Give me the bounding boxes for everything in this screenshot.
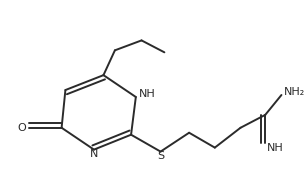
Text: O: O (17, 123, 26, 133)
Text: NH₂: NH₂ (284, 87, 306, 97)
Text: NH: NH (139, 89, 156, 99)
Text: S: S (157, 151, 164, 161)
Text: NH: NH (267, 143, 284, 153)
Text: N: N (90, 149, 98, 159)
